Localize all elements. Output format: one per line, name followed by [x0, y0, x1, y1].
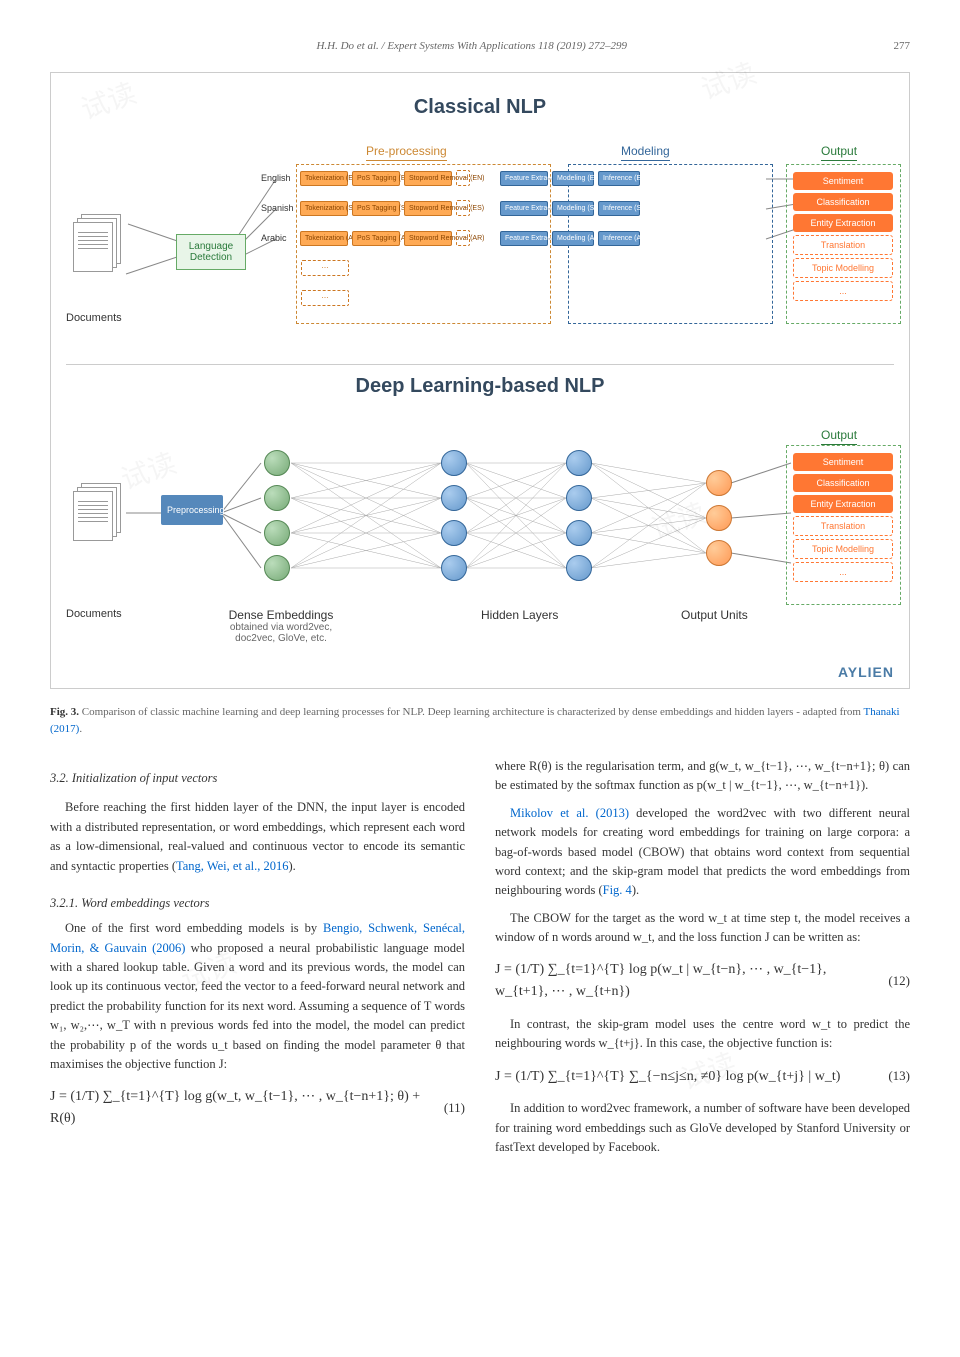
preprocessing-label: Pre-processing: [366, 144, 447, 161]
output-item: Sentiment: [793, 172, 893, 190]
language-label: Spanish: [261, 203, 296, 213]
output-item: Classification: [793, 474, 893, 492]
inference-box: Inference (Spanish): [598, 201, 640, 216]
output-item: Translation: [793, 235, 893, 255]
para-3-2: Before reaching the first hidden layer o…: [50, 798, 465, 876]
deep-learning-diagram: Documents Preprocessing Output Sentiment…: [66, 413, 894, 673]
feature-box: Feature Extraction (EN): [500, 171, 548, 186]
equation-12: J = (1/T) ∑_{t=1}^{T} log p(w_t | w_{t−n…: [495, 959, 910, 1002]
output-item: ...: [793, 562, 893, 582]
feature-box: Feature Extraction (ES): [500, 201, 548, 216]
tokenization-box: Tokenization (Spanish): [300, 201, 348, 216]
pipeline-row: English Tokenization (English) PoS Taggi…: [261, 170, 640, 186]
pipeline-row: Spanish Tokenization (Spanish) PoS Taggi…: [261, 200, 640, 216]
citation: H.H. Do et al. / Expert Systems With App…: [316, 40, 627, 52]
documents-label-2: Documents: [66, 608, 122, 620]
modeling-box: Modeling (Arabic): [552, 231, 594, 246]
para-r5: In addition to word2vec framework, a num…: [495, 1099, 910, 1157]
para-r1: where R(θ) is the regularisation term, a…: [495, 757, 910, 796]
output-item: Entity Extraction: [793, 495, 893, 513]
left-column: 3.2. Initialization of input vectors Bef…: [50, 757, 465, 1165]
panel1-title: Classical NLP: [66, 96, 894, 119]
dense-embeddings-label: Dense Embeddings obtained via word2vec, …: [221, 608, 341, 644]
preprocessing-box: Preprocessing: [161, 495, 223, 525]
output-item: Topic Modelling: [793, 539, 893, 559]
output-item: Topic Modelling: [793, 258, 893, 278]
documents-icon: [71, 214, 126, 274]
right-column: where R(θ) is the regularisation term, a…: [495, 757, 910, 1165]
modeling-label: Modeling: [621, 144, 670, 161]
equation-13: J = (1/T) ∑_{t=1}^{T} ∑_{−n≤j≤n, ≠0} log…: [495, 1066, 910, 1088]
output-item: Entity Extraction: [793, 214, 893, 232]
body-columns: 3.2. Initialization of input vectors Bef…: [50, 757, 910, 1165]
output-item: Classification: [793, 193, 893, 211]
tokenization-box: Tokenization (Arabic): [300, 231, 348, 246]
pos-box: PoS Tagging (Spanish): [352, 201, 400, 216]
section-3-2: 3.2. Initialization of input vectors: [50, 769, 465, 788]
output-label-2: Output: [821, 428, 857, 445]
para-r3: The CBOW for the target as the word w_t …: [495, 909, 910, 948]
para-3-2-1: One of the first word embedding models i…: [50, 919, 465, 1074]
output-item: Sentiment: [793, 453, 893, 471]
stopword-box: Stopword Removal (EN): [404, 171, 452, 186]
tokenization-box: Tokenization (English): [300, 171, 348, 186]
figure-3-caption: Fig. 3. Comparison of classic machine le…: [50, 704, 910, 737]
para-r4: In contrast, the skip-gram model uses th…: [495, 1015, 910, 1054]
language-label: Arabic: [261, 233, 296, 243]
panel2-title: Deep Learning-based NLP: [66, 375, 894, 398]
inference-box: Inference (Arabic): [598, 231, 640, 246]
classical-nlp-diagram: Documents Language Detection Pre-process…: [66, 134, 894, 354]
language-detection-box: Language Detection: [176, 234, 246, 270]
language-label: English: [261, 173, 296, 183]
aylien-logo: AYLIEN: [838, 664, 894, 680]
hidden-layers-label: Hidden Layers: [481, 608, 558, 622]
output-label: Output: [821, 144, 857, 161]
pipeline-row: Arabic Tokenization (Arabic) PoS Tagging…: [261, 230, 640, 246]
stopword-box: Stopword Removal (ES): [404, 201, 452, 216]
pos-box: PoS Tagging (Arabic): [352, 231, 400, 246]
figure-3: Classical NLP Docume: [50, 72, 910, 689]
modeling-box: Modeling (English): [552, 171, 594, 186]
feature-box: Feature Extraction (AR): [500, 231, 548, 246]
output-item: ...: [793, 281, 893, 301]
pos-box: PoS Tagging (English): [352, 171, 400, 186]
output-item: Translation: [793, 516, 893, 536]
modeling-box: Modeling (Spanish): [552, 201, 594, 216]
documents-icon-2: [71, 483, 126, 543]
stopword-box: Stopword Removal (AR): [404, 231, 452, 246]
para-r2: Mikolov et al. (2013) developed the word…: [495, 804, 910, 901]
page-number: 277: [894, 40, 911, 52]
inference-box: Inference (English): [598, 171, 640, 186]
documents-label: Documents: [66, 312, 122, 324]
page-header: H.H. Do et al. / Expert Systems With App…: [50, 40, 910, 52]
output-units-label: Output Units: [681, 608, 748, 622]
equation-11: J = (1/T) ∑_{t=1}^{T} log g(w_t, w_{t−1}…: [50, 1086, 465, 1129]
section-3-2-1: 3.2.1. Word embeddings vectors: [50, 894, 465, 913]
